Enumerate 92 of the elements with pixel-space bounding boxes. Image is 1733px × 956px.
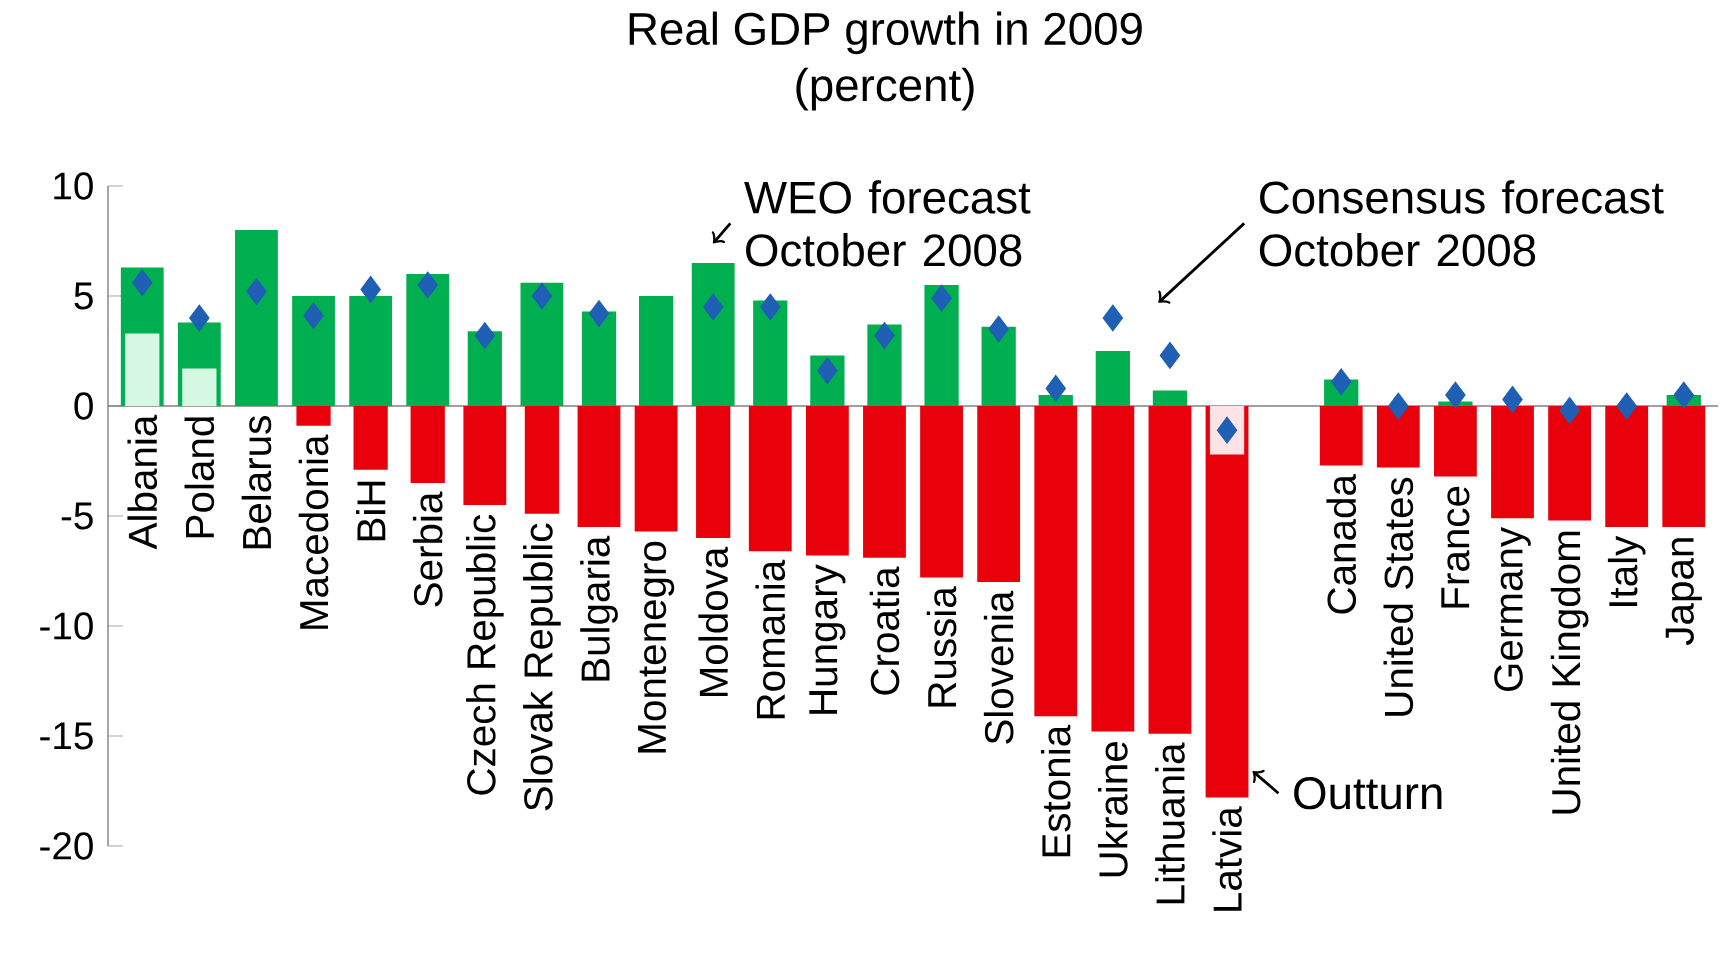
x-tick-label: Moldova (698, 546, 729, 697)
x-tick-label: Poland (184, 417, 215, 538)
x-tick-label: Croatia (869, 566, 900, 695)
point (132, 269, 153, 297)
point (1216, 416, 1238, 444)
x-tick-label: BiH (356, 481, 386, 541)
bar (1152, 390, 1188, 406)
bar (1548, 405, 1591, 521)
bar (1491, 405, 1534, 519)
x-tick-label: Italy (1607, 535, 1646, 606)
x-tick-label: Montenegro (638, 541, 675, 753)
point (1045, 375, 1066, 402)
point (817, 357, 838, 385)
point (1673, 381, 1694, 409)
x-tick-label: Bulgaria (580, 535, 618, 681)
point (1159, 342, 1181, 369)
bar (920, 405, 963, 578)
series-label: WEO forecast October 2008 (744, 180, 1031, 267)
x-tick-label: Romania (755, 559, 786, 719)
bar (1662, 405, 1706, 527)
point (417, 271, 438, 299)
bar (634, 405, 678, 532)
y-tick-label: -10 (40, 612, 93, 640)
bar (863, 405, 906, 558)
x-tick-label: Canada (1326, 474, 1357, 614)
point (1559, 397, 1580, 424)
point (531, 282, 553, 310)
y-tick-label: -15 (40, 722, 93, 750)
bar (1376, 405, 1420, 468)
point (1502, 386, 1523, 413)
bar (981, 326, 1016, 406)
bar (467, 331, 502, 406)
point (1331, 368, 1352, 396)
bar (1148, 405, 1192, 734)
x-tick-label: Estonia (1040, 724, 1071, 857)
x-tick-label: Serbia (412, 491, 443, 607)
bar (1095, 350, 1130, 406)
x-tick-label: Hungary (809, 564, 846, 714)
bar (805, 405, 849, 556)
point (760, 293, 781, 321)
point (1616, 392, 1637, 420)
point (246, 278, 267, 305)
y-tick-label: -5 (61, 502, 93, 530)
point (931, 284, 952, 312)
bar (1434, 405, 1477, 477)
bar (638, 295, 674, 406)
point (988, 315, 1009, 343)
point (874, 322, 895, 349)
series-label: Outturn (1294, 777, 1442, 810)
point (1102, 304, 1124, 332)
x-tick-label: United States (1383, 477, 1414, 716)
bar (753, 300, 788, 406)
point (1445, 381, 1466, 409)
y-tick-label: 10 (54, 172, 93, 200)
x-tick-label: Germany (1494, 526, 1531, 691)
x-tick-label: France (1441, 486, 1470, 608)
bar (748, 405, 792, 552)
y-tick-label: -20 (40, 832, 93, 860)
x-tick-label: Slovak Republic (523, 523, 561, 811)
x-tick-label: Slovenia (983, 590, 1014, 744)
y-tick-label: 5 (74, 282, 93, 310)
bar (1319, 405, 1363, 466)
y-tick-label: 0 (74, 392, 93, 420)
x-tick-label: Russia (926, 586, 957, 707)
bar (577, 405, 621, 527)
bar (1605, 405, 1649, 527)
bar (581, 311, 617, 406)
chart-title: Real GDP growth in 2009 (629, 11, 1142, 55)
x-tick-label: Ukraine (1098, 742, 1128, 877)
x-tick-label: Japan (1665, 538, 1702, 646)
text: Consensus forecast October 2008 (1259, 180, 1664, 267)
bar (924, 284, 959, 406)
bar (1091, 405, 1135, 732)
x-tick-label: Belarus (241, 416, 272, 549)
point (303, 302, 324, 330)
bar (867, 324, 902, 406)
bar (1034, 405, 1078, 717)
x-tick-label: Lithuania (1155, 742, 1185, 904)
x-tick-label: Albania (127, 414, 158, 550)
bar (977, 405, 1021, 582)
point (1388, 392, 1409, 420)
point (702, 293, 724, 321)
point (588, 300, 610, 327)
point (360, 276, 381, 303)
x-tick-label: Latvia (1212, 806, 1242, 911)
point (189, 304, 210, 332)
point (474, 322, 496, 349)
x-tick-label: United Kingdom (1550, 531, 1589, 814)
bar (463, 405, 507, 505)
x-tick-label: Macedonia (298, 434, 329, 629)
chart-subtitle: (percent) (796, 67, 974, 111)
x-tick-label: Czech Republic (466, 514, 504, 795)
